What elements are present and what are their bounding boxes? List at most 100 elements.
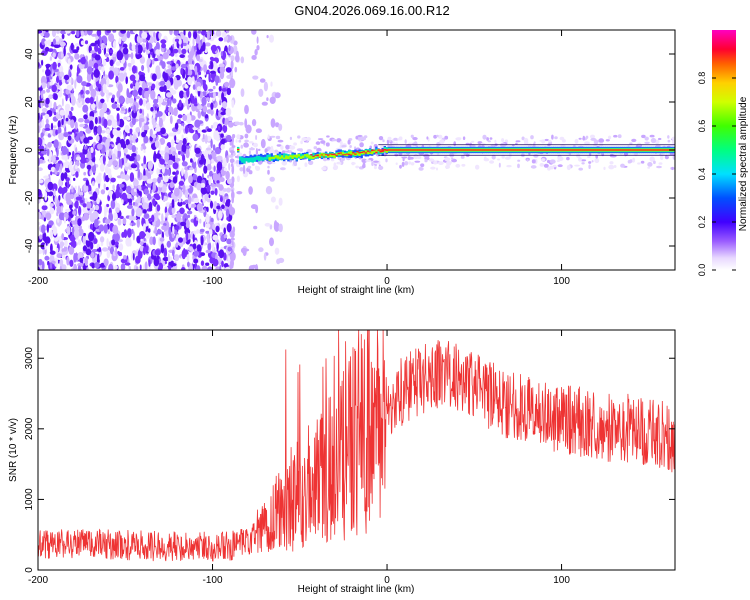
- noise-speckle: [187, 214, 191, 218]
- noise-speckle: [142, 126, 145, 131]
- noise-speckle: [219, 66, 226, 73]
- noise-speckle: [160, 127, 166, 135]
- trace-halo-speckle: [578, 167, 583, 171]
- trace-halo-speckle: [276, 144, 282, 147]
- trace-band-core: [335, 154, 338, 156]
- noise-speckle: [210, 61, 214, 70]
- noise-speckle: [44, 127, 51, 131]
- trace-halo-speckle: [506, 164, 512, 168]
- noise-speckle: [91, 102, 96, 110]
- noise-speckle: [218, 86, 222, 92]
- trace-band-core: [379, 151, 382, 153]
- trace-halo-speckle: [395, 162, 398, 165]
- noise-speckle: [106, 238, 109, 248]
- trace-band-core: [339, 152, 342, 154]
- noise-speckle: [146, 59, 150, 69]
- noise-speckle: [115, 61, 121, 67]
- noise-speckle: [139, 241, 144, 246]
- trace-band-cyan: [345, 151, 349, 155]
- noise-speckle: [104, 53, 109, 58]
- trace-halo-speckle: [362, 164, 366, 169]
- trace-halo-speckle: [359, 140, 362, 143]
- noise-speckle: [193, 197, 200, 204]
- noise-speckle: [38, 30, 43, 34]
- trace-halo-speckle: [304, 162, 308, 167]
- noise-speckle: [44, 131, 48, 137]
- colorbar-tick-label: 0.8: [697, 72, 707, 85]
- noise-speckle: [150, 90, 156, 100]
- noise-speckle: [211, 183, 216, 187]
- noise-speckle: [112, 67, 119, 76]
- noise-speckle: [161, 191, 164, 201]
- spectrogram-x-tick-label: 100: [553, 276, 570, 287]
- noise-speckle: [86, 164, 92, 170]
- noise-speckle: [139, 74, 146, 82]
- noise-speckle: [172, 151, 177, 156]
- noise-speckle: [110, 199, 116, 210]
- noise-speckle: [112, 30, 117, 33]
- noise-speckle: [226, 223, 232, 233]
- noise-speckle: [210, 44, 218, 52]
- noise-speckle: [193, 230, 197, 235]
- noise-speckle: [79, 123, 85, 128]
- noise-speckle: [65, 88, 70, 95]
- noise-speckle: [73, 228, 80, 239]
- noise-speckle: [131, 228, 134, 234]
- noise-speckle: [180, 221, 187, 227]
- noise-speckle: [124, 124, 130, 133]
- noise-speckle: [66, 180, 70, 189]
- noise-speckle: [227, 255, 231, 266]
- noise-speckle: [70, 119, 75, 129]
- trace-band-core: [324, 153, 328, 155]
- noise-speckle: [216, 108, 219, 116]
- noise-speckle: [57, 217, 60, 223]
- noise-speckle: [63, 74, 70, 81]
- noise-speckle: [161, 101, 168, 106]
- trace-halo-speckle: [407, 156, 411, 161]
- trace-halo-speckle: [289, 136, 292, 140]
- noise-speckle: [73, 177, 76, 181]
- noise-speckle: [75, 156, 82, 161]
- noise-speckle: [142, 246, 146, 256]
- noise-speckle: [84, 40, 89, 45]
- trace-halo-speckle: [557, 164, 563, 168]
- noise-speckle: [44, 191, 48, 201]
- noise-speckle: [56, 205, 62, 214]
- noise-speckle: [278, 223, 283, 233]
- trace-halo-speckle: [420, 163, 425, 167]
- trace-halo-speckle: [408, 161, 412, 165]
- noise-speckle: [197, 30, 202, 34]
- noise-speckle: [134, 73, 140, 81]
- noise-speckle: [221, 88, 227, 92]
- noise-speckle: [98, 224, 105, 232]
- noise-speckle: [218, 37, 224, 42]
- noise-speckle: [275, 122, 280, 128]
- trace-halo-speckle: [251, 163, 255, 166]
- noise-speckle: [142, 181, 145, 187]
- noise-speckle: [83, 137, 89, 144]
- trace-band-yellow: [368, 151, 372, 154]
- noise-speckle: [78, 94, 81, 104]
- noise-speckle: [128, 155, 135, 162]
- noise-speckle: [92, 210, 99, 220]
- trace-halo-speckle: [244, 139, 249, 143]
- noise-speckle: [105, 165, 109, 174]
- noise-speckle: [182, 138, 187, 146]
- noise-speckle: [142, 164, 147, 169]
- noise-speckle: [193, 258, 199, 264]
- trace-halo-speckle: [557, 156, 564, 162]
- snr-series-line: [38, 330, 675, 562]
- noise-speckle: [221, 92, 225, 101]
- noise-speckle: [126, 30, 131, 39]
- noise-speckle: [188, 175, 193, 184]
- noise-speckle: [173, 107, 178, 117]
- noise-speckle: [135, 255, 141, 264]
- noise-speckle: [70, 185, 74, 190]
- noise-speckle: [61, 205, 63, 213]
- noise-speckle: [68, 246, 75, 255]
- noise-speckle: [61, 251, 68, 256]
- trace-band-cyan: [320, 154, 324, 158]
- noise-speckle: [84, 197, 88, 204]
- noise-speckle: [58, 178, 63, 188]
- trace-halo-speckle: [393, 137, 398, 141]
